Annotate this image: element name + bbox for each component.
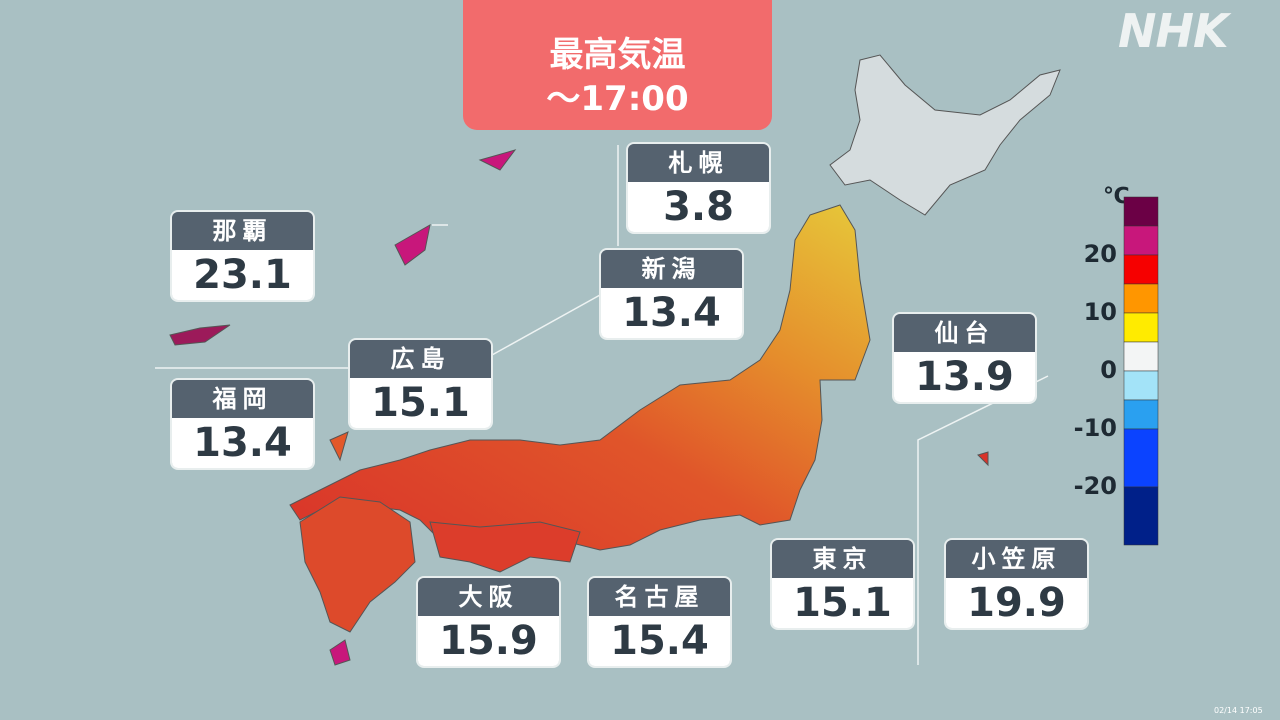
city-name: 新潟 — [601, 250, 742, 288]
title-box: 最高気温 ～17:00 — [463, 0, 772, 130]
legend-swatch — [1123, 312, 1159, 343]
city-box: 那覇 23.1 — [172, 212, 313, 300]
city-name: 東京 — [772, 540, 913, 578]
legend-swatch — [1123, 254, 1159, 285]
title: 最高気温 — [549, 35, 686, 75]
timestamp: 02/14 17:05 — [1214, 706, 1263, 715]
city-temp: 13.4 — [601, 288, 742, 338]
legend-swatch — [1123, 225, 1159, 256]
city-temp: 3.8 — [628, 182, 769, 232]
city-temp: 15.9 — [418, 616, 559, 666]
city-name: 大阪 — [418, 578, 559, 616]
city-box: 福岡 13.4 — [172, 380, 313, 468]
city-name: 那覇 — [172, 212, 313, 250]
legend-swatch — [1123, 428, 1159, 488]
city-name: 広島 — [350, 340, 491, 378]
legend-tick-label: 10 — [1084, 298, 1117, 326]
legend-swatch — [1123, 341, 1159, 372]
city-box: 小笠原 19.9 — [946, 540, 1087, 628]
legend-tick-label: -20 — [1074, 472, 1117, 500]
city-temp: 13.9 — [894, 352, 1035, 402]
legend-swatch — [1123, 196, 1159, 227]
legend-tick-label: 0 — [1100, 356, 1117, 384]
city-name: 札幌 — [628, 144, 769, 182]
legend-swatch — [1123, 283, 1159, 314]
city-temp: 15.4 — [589, 616, 730, 666]
legend-tick-label: -10 — [1074, 414, 1117, 442]
legend-swatch — [1123, 370, 1159, 401]
city-box: 広島 15.1 — [350, 340, 491, 428]
time: ～17:00 — [546, 79, 689, 119]
city-temp: 13.4 — [172, 418, 313, 468]
city-temp: 15.1 — [350, 378, 491, 428]
city-name: 名古屋 — [589, 578, 730, 616]
city-temp: 19.9 — [946, 578, 1087, 628]
logo: NHK — [1118, 4, 1229, 58]
legend-swatch — [1123, 399, 1159, 430]
city-temp: 23.1 — [172, 250, 313, 300]
city-box: 新潟 13.4 — [601, 250, 742, 338]
city-name: 小笠原 — [946, 540, 1087, 578]
city-box: 東京 15.1 — [772, 540, 913, 628]
city-box: 仙台 13.9 — [894, 314, 1035, 402]
legend-tick-label: 20 — [1084, 240, 1117, 268]
legend-swatch — [1123, 486, 1159, 546]
city-name: 福岡 — [172, 380, 313, 418]
land — [169, 54, 1061, 666]
city-box: 名古屋 15.4 — [589, 578, 730, 666]
city-name: 仙台 — [894, 314, 1035, 352]
city-box: 札幌 3.8 — [628, 144, 769, 232]
city-temp: 15.1 — [772, 578, 913, 628]
city-box: 大阪 15.9 — [418, 578, 559, 666]
